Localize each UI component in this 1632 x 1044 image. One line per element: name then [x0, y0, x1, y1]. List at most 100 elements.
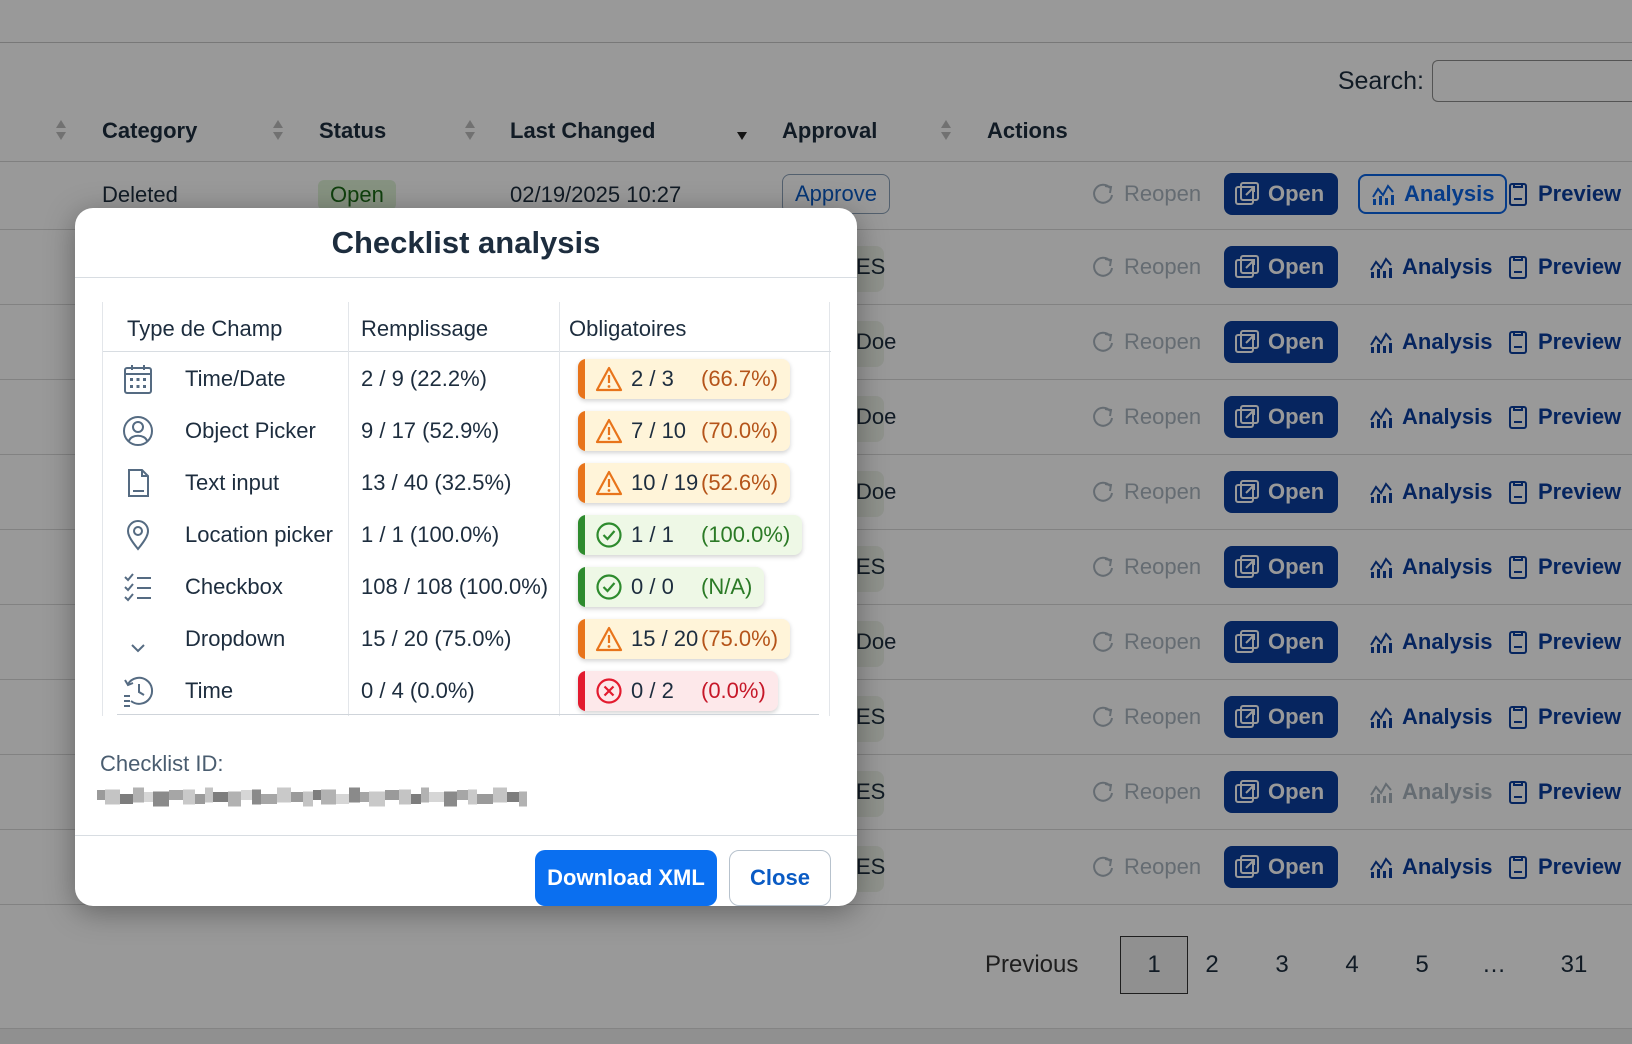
reopen-label: Reopen	[1124, 629, 1202, 654]
search-input[interactable]	[1432, 60, 1632, 102]
open-button[interactable]: Open	[1224, 771, 1338, 813]
pagination-page[interactable]: 4	[1345, 951, 1359, 978]
open-external-icon	[1234, 181, 1260, 207]
last-changed-cell: 02/19/2025 10:27	[510, 182, 682, 207]
analysis-label: Analysis	[1402, 404, 1493, 429]
analysis-button[interactable]: Analysis	[1358, 847, 1503, 887]
pagination-page[interactable]: …	[1482, 951, 1506, 978]
analysis-label: Analysis	[1402, 629, 1493, 654]
preview-button[interactable]: Preview	[1506, 696, 1621, 738]
analysis-icon	[1368, 329, 1394, 355]
reopen-button[interactable]: Reopen	[1090, 621, 1201, 663]
close-button[interactable]: Close	[729, 850, 831, 906]
approve-button[interactable]: Approve	[782, 174, 890, 214]
open-label: Open	[1268, 704, 1325, 729]
sort-icon[interactable]	[55, 118, 67, 144]
open-label: Open	[1268, 554, 1325, 579]
analysis-button[interactable]: Analysis	[1358, 772, 1503, 812]
reopen-button[interactable]: Reopen	[1090, 173, 1201, 215]
success-icon	[595, 521, 623, 549]
preview-button[interactable]: Preview	[1506, 621, 1621, 663]
pagination-page[interactable]: 2	[1205, 951, 1219, 978]
reopen-button[interactable]: Reopen	[1090, 471, 1201, 513]
analysis-button[interactable]: Analysis	[1358, 622, 1503, 662]
preview-button[interactable]: Preview	[1506, 546, 1621, 588]
column-header-last-changed[interactable]: Last Changed	[510, 118, 656, 143]
analysis-label: Analysis	[1402, 854, 1493, 879]
reopen-button[interactable]: Reopen	[1090, 321, 1201, 363]
open-button[interactable]: Open	[1224, 321, 1338, 363]
analysis-icon	[1368, 854, 1394, 880]
fill-rate-value: 1 / 1 (100.0%)	[361, 522, 500, 547]
analysis-icon	[1368, 479, 1394, 505]
column-header-category[interactable]: Category	[102, 118, 198, 143]
reopen-button[interactable]: Reopen	[1090, 246, 1201, 288]
analysis-button[interactable]: Analysis	[1358, 174, 1507, 214]
analysis-row: Time 0 / 4 (0.0%) 0 / 2 (0.0%)	[103, 666, 831, 718]
mandatory-status-badge: 1 / 1 (100.0%)	[578, 515, 803, 555]
column-header-type: Type de Champ	[127, 316, 283, 341]
reopen-button[interactable]: Reopen	[1090, 396, 1201, 438]
pagination-current-page[interactable]: 1	[1120, 936, 1188, 994]
reopen-icon	[1090, 254, 1116, 280]
open-button[interactable]: Open	[1224, 173, 1338, 215]
fill-rate-value: 2 / 9 (22.2%)	[361, 366, 487, 391]
preview-button[interactable]: Preview	[1506, 246, 1621, 288]
open-button[interactable]: Open	[1224, 471, 1338, 513]
sort-icon[interactable]	[272, 118, 284, 144]
analysis-button[interactable]: Analysis	[1358, 247, 1503, 287]
open-button[interactable]: Open	[1224, 246, 1338, 288]
checklist-icon	[121, 570, 155, 604]
open-button[interactable]: Open	[1224, 846, 1338, 888]
analysis-button[interactable]: Analysis	[1358, 472, 1503, 512]
pagination-page[interactable]: 31	[1560, 951, 1588, 978]
open-external-icon	[1234, 554, 1260, 580]
reopen-button[interactable]: Reopen	[1090, 846, 1201, 888]
pagination-page[interactable]: 3	[1275, 951, 1289, 978]
mandatory-percent: (N/A)	[701, 574, 753, 599]
open-button[interactable]: Open	[1224, 396, 1338, 438]
pagination-previous[interactable]: Previous	[985, 951, 1079, 978]
open-button[interactable]: Open	[1224, 546, 1338, 588]
fill-rate-value: 0 / 4 (0.0%)	[361, 678, 475, 703]
reopen-label: Reopen	[1124, 329, 1202, 354]
preview-button[interactable]: Preview	[1506, 173, 1621, 215]
reopen-icon	[1090, 704, 1116, 730]
pagination-page[interactable]: 5	[1415, 951, 1429, 978]
mandatory-status-badge: 7 / 10 (70.0%)	[578, 411, 791, 451]
analysis-icon	[1370, 181, 1396, 207]
analysis-icon	[1368, 554, 1394, 580]
reopen-button[interactable]: Reopen	[1090, 546, 1201, 588]
reopen-button[interactable]: Reopen	[1090, 771, 1201, 813]
reopen-button[interactable]: Reopen	[1090, 696, 1201, 738]
preview-button[interactable]: Preview	[1506, 396, 1621, 438]
analysis-button[interactable]: Analysis	[1358, 322, 1503, 362]
field-type-label: Object Picker	[185, 418, 316, 443]
preview-button[interactable]: Preview	[1506, 321, 1621, 363]
sort-icon[interactable]	[464, 118, 476, 144]
dialog-title: Checklist analysis	[331, 224, 601, 260]
open-external-icon	[1234, 404, 1260, 430]
download-xml-button[interactable]: Download XML	[535, 850, 717, 906]
column-header-actions: Actions	[987, 118, 1068, 143]
status-bar	[578, 359, 585, 399]
analysis-label: Analysis	[1402, 479, 1493, 504]
analysis-button[interactable]: Analysis	[1358, 397, 1503, 437]
error-icon	[595, 677, 623, 705]
preview-button[interactable]: Preview	[1506, 846, 1621, 888]
analysis-button[interactable]: Analysis	[1358, 547, 1503, 587]
preview-button[interactable]: Preview	[1506, 771, 1621, 813]
analysis-row: Checkbox 108 / 108 (100.0%) 0 / 0 (N/A)	[103, 562, 831, 614]
preview-button[interactable]: Preview	[1506, 471, 1621, 513]
column-header-approval[interactable]: Approval	[782, 118, 878, 143]
preview-icon	[1506, 704, 1530, 730]
open-button[interactable]: Open	[1224, 696, 1338, 738]
column-header-status[interactable]: Status	[319, 118, 387, 143]
open-button[interactable]: Open	[1224, 621, 1338, 663]
analysis-button[interactable]: Analysis	[1358, 697, 1503, 737]
preview-label: Preview	[1538, 704, 1622, 729]
sort-icon[interactable]	[940, 118, 952, 144]
status-bar	[578, 515, 585, 555]
user-icon	[121, 414, 155, 448]
sort-desc-icon[interactable]	[736, 118, 748, 144]
